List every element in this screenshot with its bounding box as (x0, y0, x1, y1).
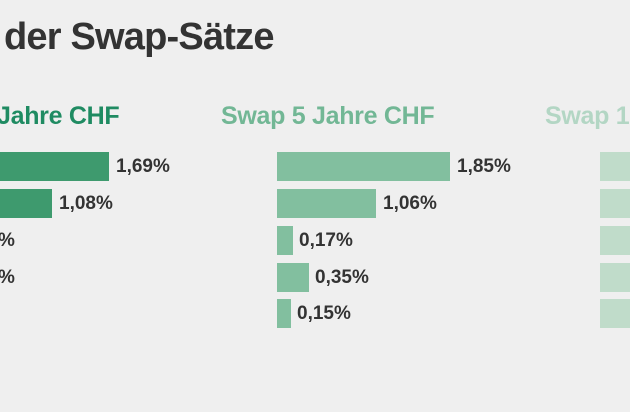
value-label: 1,69% (116, 155, 170, 177)
chart-title: der Swap-Sätze (4, 16, 274, 58)
bar (277, 189, 376, 218)
value-label: % (0, 226, 15, 255)
value-label: 0,15% (297, 302, 351, 324)
column-header: Swap 1 (545, 102, 630, 130)
bar (600, 299, 630, 328)
bar (600, 226, 630, 255)
bar (0, 152, 109, 181)
value-label: 0,35% (315, 266, 369, 288)
bar (600, 189, 630, 218)
bar (277, 226, 293, 255)
bar (0, 189, 52, 218)
bar (277, 299, 291, 328)
value-label: 1,08% (59, 192, 113, 214)
value-label: 0,17% (299, 229, 353, 251)
value-label: 1,85% (457, 155, 511, 177)
bar (277, 152, 450, 181)
bar (277, 263, 309, 292)
bar (600, 263, 630, 292)
value-label: % (0, 263, 15, 292)
column-header: Jahre CHF (0, 102, 120, 130)
column-header: Swap 5 Jahre CHF (221, 102, 435, 130)
value-label: 1,06% (383, 192, 437, 214)
bar (600, 152, 630, 181)
